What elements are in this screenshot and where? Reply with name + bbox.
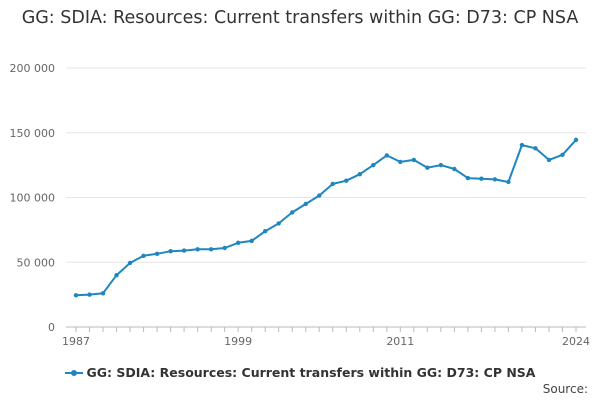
data-point [87,292,92,297]
data-point [168,249,173,254]
data-point [195,247,200,252]
data-point [127,260,133,266]
y-axis-labels: 0 50 000 100 000 150 000 200 000 [10,62,56,334]
data-point [249,238,254,244]
data-point [262,228,268,234]
x-tick-label: 1987 [62,335,90,348]
data-point [344,178,349,183]
data-point [208,247,214,252]
x-tick-label: 2011 [386,335,414,348]
data-point [357,171,362,177]
data-point [100,291,106,296]
legend[interactable]: GG: SDIA: Resources: Current transfers w… [0,364,600,380]
data-point [73,293,79,298]
data-point [519,142,525,148]
data-point [222,245,227,251]
series-line [75,139,577,297]
legend-label: GG: SDIA: Resources: Current transfers w… [86,365,536,380]
y-tick-label: 0 [48,321,55,334]
data-point [546,157,552,163]
data-point [398,159,403,165]
data-point [141,253,146,258]
data-point [411,157,417,163]
data-point [181,248,187,253]
data-point [154,251,160,257]
data-series [73,137,579,298]
legend-swatch [64,368,83,378]
data-point [317,193,322,198]
y-tick-label: 100 000 [10,192,56,205]
data-point [276,221,281,226]
data-point [384,153,390,158]
data-point [573,137,579,143]
data-point [303,201,308,207]
chart-title: GG: SDIA: Resources: Current transfers w… [21,8,579,28]
x-tick-label: 2024 [562,335,590,348]
data-point [452,166,457,172]
y-tick-label: 150 000 [10,127,56,140]
data-point [235,240,241,246]
data-point [425,165,430,170]
y-tick-label: 50 000 [17,256,56,269]
gridlines [66,67,586,263]
x-axis [66,326,586,332]
data-point [465,175,471,181]
data-point [114,273,119,278]
data-point [506,179,511,185]
source-label: Source: [542,382,588,396]
data-point [371,162,376,168]
data-point [479,176,484,181]
data-point [330,181,335,187]
data-point [533,146,538,151]
x-tick-label: 1999 [224,335,252,348]
data-point [560,152,565,157]
y-tick-label: 200 000 [10,62,56,75]
data-point [438,162,444,168]
data-point [290,210,295,215]
data-point [492,177,498,182]
x-axis-labels: 1987 1999 2011 2024 [62,335,590,348]
